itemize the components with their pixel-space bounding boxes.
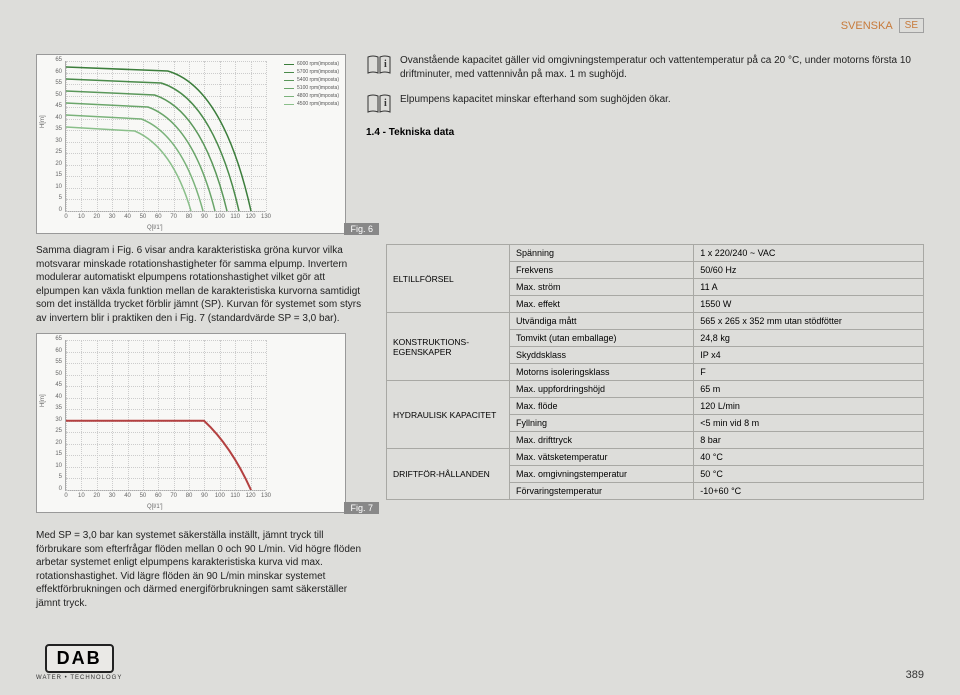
figure-7: 0510152025303540455055606501020304050607… (36, 333, 346, 513)
technical-data-table: ELTILLFÖRSELSpänning1 x 220/240 ~ VACFre… (386, 244, 924, 500)
info-text-1: Ovanstående kapacitet gäller vid omgivni… (400, 54, 924, 81)
logo-brand: DAB (45, 644, 114, 673)
section-1-4-title: 1.4 - Tekniska data (366, 127, 924, 138)
tech-param: Motorns isoleringsklass (510, 364, 694, 381)
fig6-xlabel: Q[l/1'] (147, 225, 162, 231)
tech-param: Fyllning (510, 415, 694, 432)
svg-text:i: i (384, 59, 387, 70)
fig6-ylabel: H[m] (40, 115, 46, 128)
tech-category: DRIFTFÖR-HÅLLANDEN (387, 449, 510, 500)
fig7-ylabel: H[m] (40, 394, 46, 407)
tech-value: <5 min vid 8 m (694, 415, 924, 432)
tech-category: HYDRAULISK KAPACITET (387, 381, 510, 449)
header: SVENSKA SE (841, 18, 924, 33)
info-text-2: Elpumpens kapacitet minskar efterhand so… (400, 93, 671, 107)
dab-logo: DAB WATER • TECHNOLOGY (36, 644, 122, 681)
svg-text:i: i (384, 98, 387, 109)
tech-value: 565 x 265 x 352 mm utan stödfötter (694, 313, 924, 330)
tech-value: 24,8 kg (694, 330, 924, 347)
tech-param: Utvändiga mått (510, 313, 694, 330)
lang-code-box: SE (899, 18, 924, 33)
tech-category: ELTILLFÖRSEL (387, 245, 510, 313)
tech-value: 120 L/min (694, 398, 924, 415)
tech-param: Max. uppfordringshöjd (510, 381, 694, 398)
tech-value: F (694, 364, 924, 381)
paragraph-2: Med SP = 3,0 bar kan systemet säkerställ… (36, 529, 366, 610)
tech-param: Max. drifttryck (510, 432, 694, 449)
fig7-label: Fig. 7 (344, 502, 379, 514)
book-info-icon: i (366, 54, 392, 76)
tech-value: 11 A (694, 279, 924, 296)
book-info-icon: i (366, 93, 392, 115)
lang-label: SVENSKA (841, 20, 893, 32)
tech-value: 50 °C (694, 466, 924, 483)
tech-category: KONSTRUKTIONS-EGENSKAPER (387, 313, 510, 381)
tech-param: Max. omgivningstemperatur (510, 466, 694, 483)
tech-param: Max. effekt (510, 296, 694, 313)
tech-param: Skyddsklass (510, 347, 694, 364)
tech-value: 50/60 Hz (694, 262, 924, 279)
tech-param: Max. vätsketemperatur (510, 449, 694, 466)
fig6-label: Fig. 6 (344, 223, 379, 235)
tech-value: IP x4 (694, 347, 924, 364)
fig7-xlabel: Q[l/1'] (147, 504, 162, 510)
page-number: 389 (906, 669, 924, 681)
tech-value: 1 x 220/240 ~ VAC (694, 245, 924, 262)
paragraph-1: Samma diagram i Fig. 6 visar andra karak… (36, 244, 366, 325)
fig6-legend: 6000 rpm(imposta)5700 rpm(imposta)5400 r… (284, 61, 339, 109)
tech-param: Förvaringstemperatur (510, 483, 694, 500)
tech-param: Frekvens (510, 262, 694, 279)
info-note-1: i Ovanstående kapacitet gäller vid omgiv… (366, 54, 924, 81)
tech-value: 65 m (694, 381, 924, 398)
logo-subtitle: WATER • TECHNOLOGY (36, 675, 122, 681)
tech-param: Tomvikt (utan emballage) (510, 330, 694, 347)
info-note-2: i Elpumpens kapacitet minskar efterhand … (366, 93, 924, 115)
tech-param: Max. ström (510, 279, 694, 296)
tech-value: 1550 W (694, 296, 924, 313)
tech-value: -10+60 °C (694, 483, 924, 500)
figure-6: 0510152025303540455055606501020304050607… (36, 54, 346, 234)
tech-param: Max. flöde (510, 398, 694, 415)
tech-param: Spänning (510, 245, 694, 262)
tech-value: 8 bar (694, 432, 924, 449)
tech-value: 40 °C (694, 449, 924, 466)
